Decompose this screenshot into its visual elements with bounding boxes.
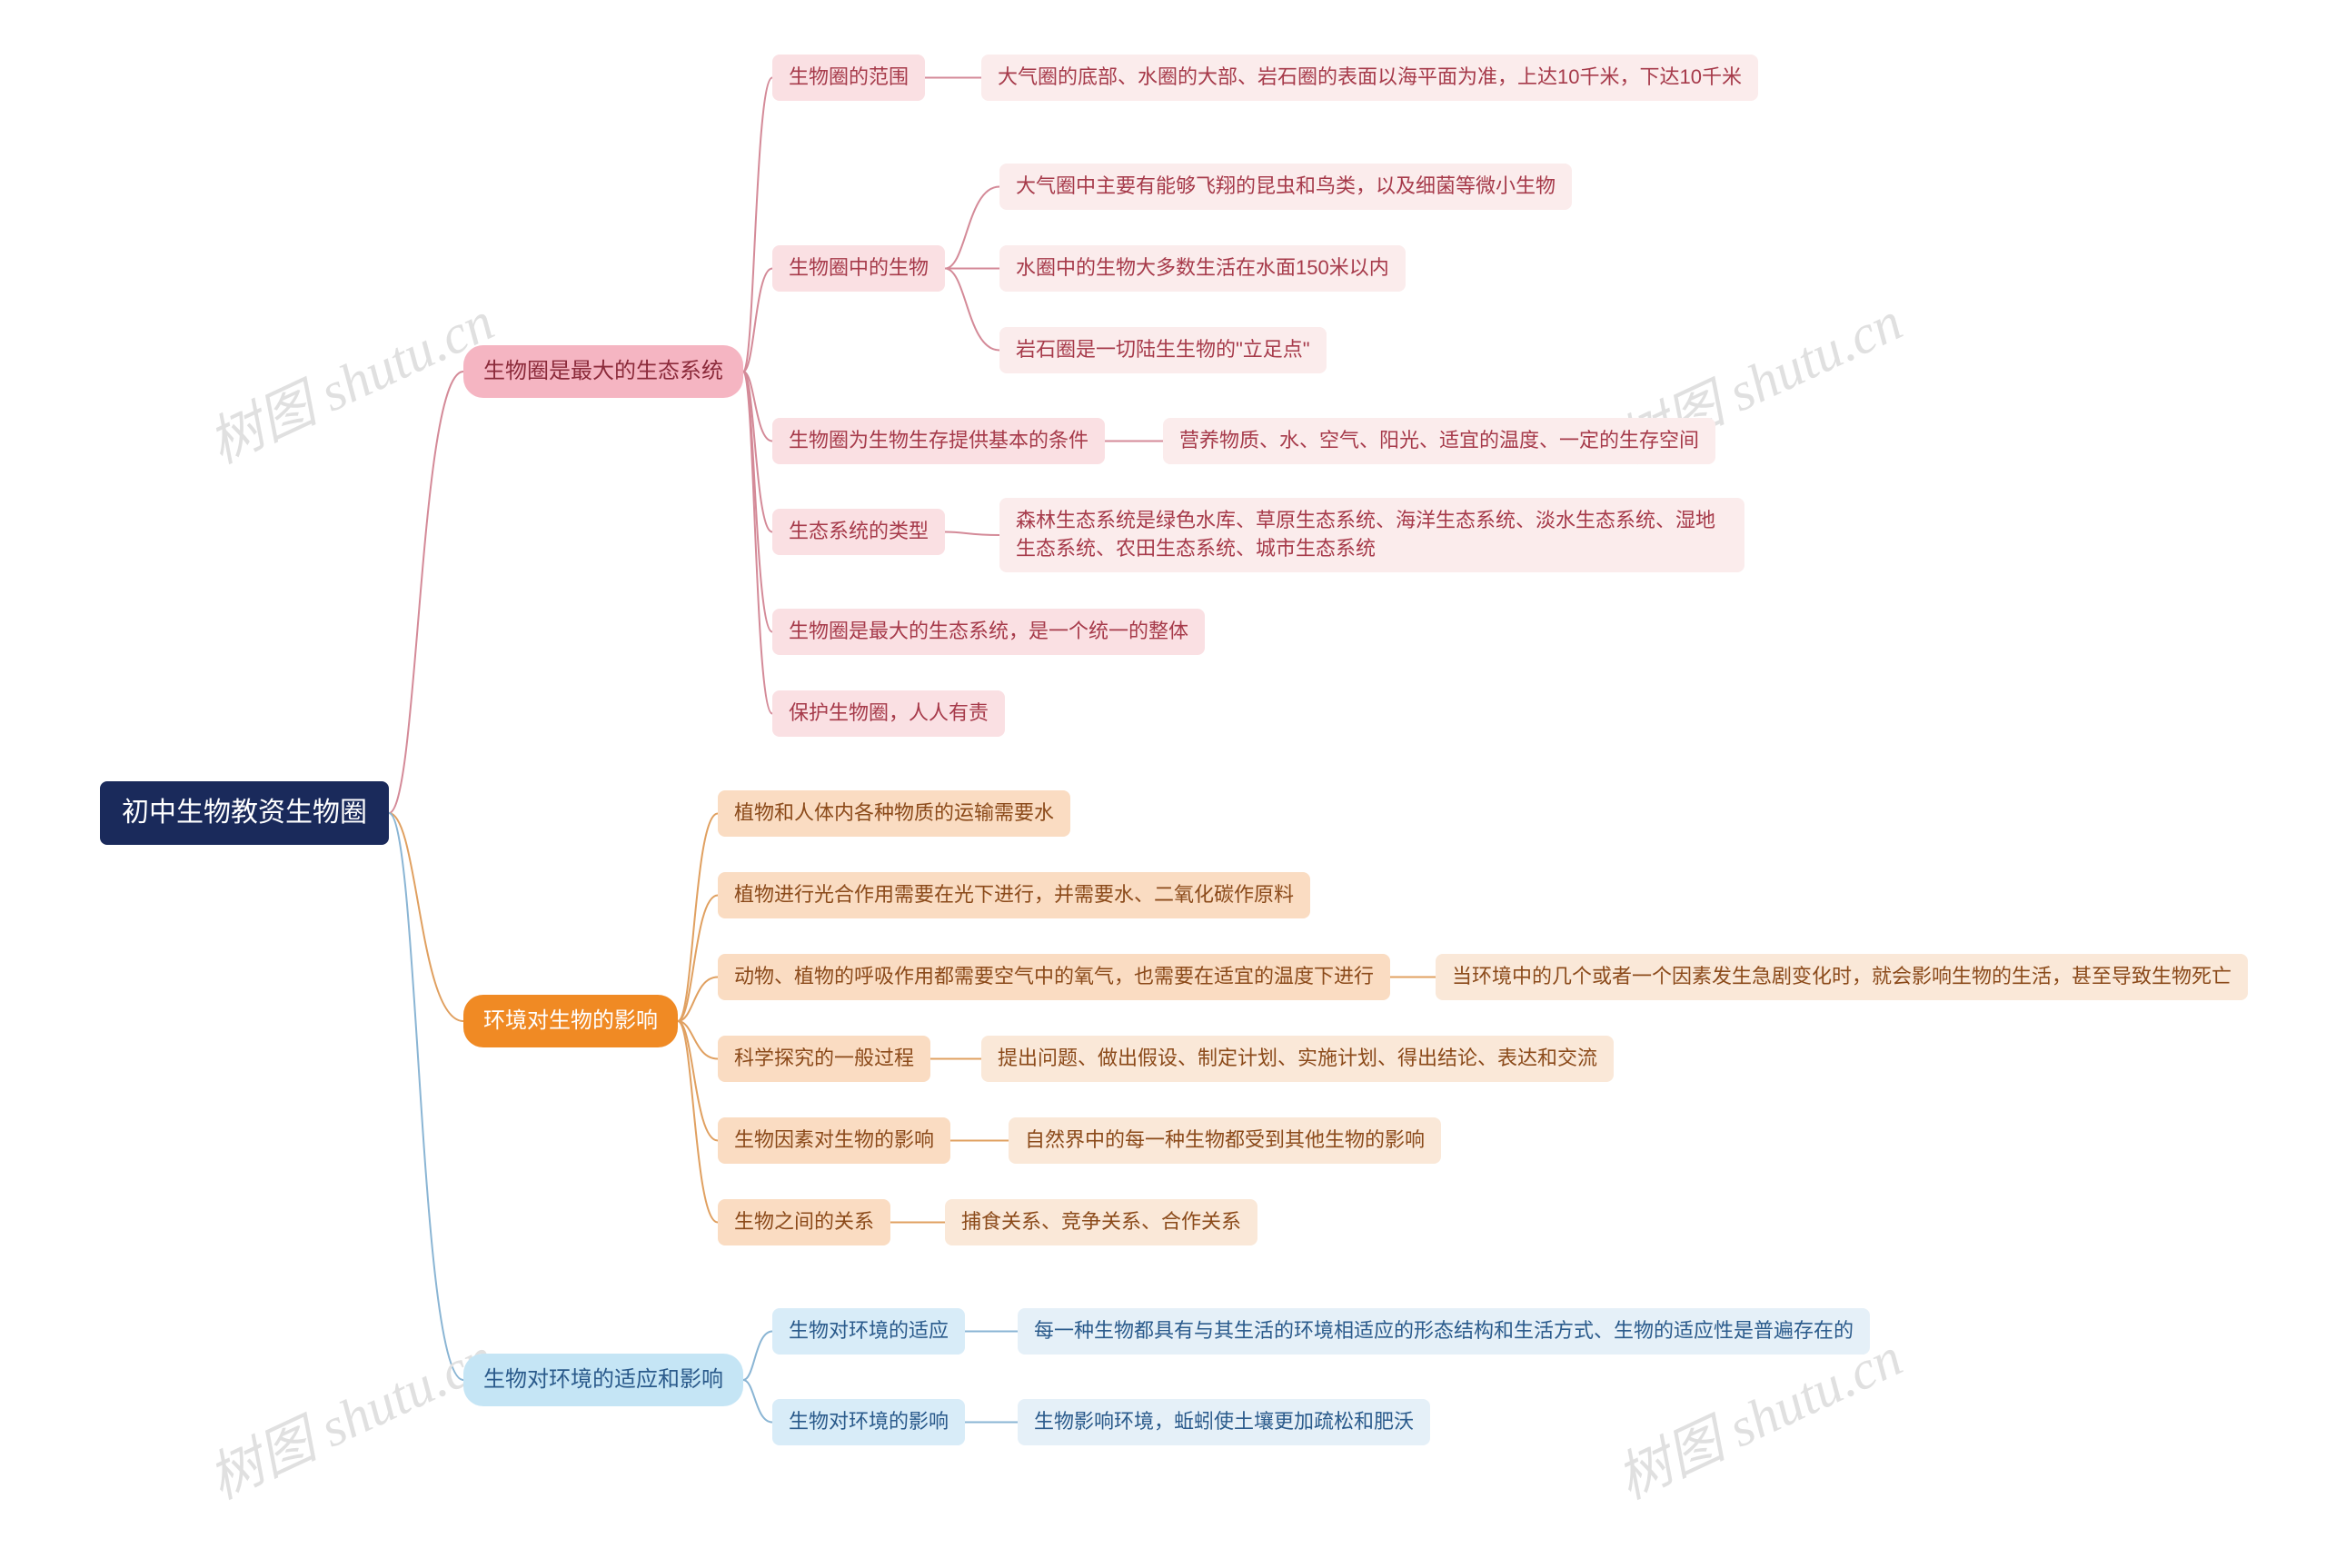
mindmap-node[interactable]: 生物圈是最大的生态系统 (463, 345, 743, 398)
mindmap-node[interactable]: 生态系统的类型 (772, 509, 945, 555)
nodes-layer: 树图 shutu.cn树图 shutu.cn树图 shutu.cn树图 shut… (0, 0, 2326, 1568)
mindmap-node[interactable]: 森林生态系统是绿色水库、草原生态系统、海洋生态系统、淡水生态系统、湿地 生态系统… (999, 498, 1744, 572)
mindmap-node[interactable]: 生物影响环境，蚯蚓使土壤更加疏松和肥沃 (1018, 1399, 1430, 1445)
mindmap-node[interactable]: 科学探究的一般过程 (718, 1036, 930, 1082)
mindmap-node[interactable]: 提出问题、做出假设、制定计划、实施计划、得出结论、表达和交流 (981, 1036, 1614, 1082)
watermark: 树图 shutu.cn (194, 278, 504, 479)
mindmap-node[interactable]: 岩石圈是一切陆生生物的"立足点" (999, 327, 1327, 373)
mindmap-node[interactable]: 当环境中的几个或者一个因素发生急剧变化时，就会影响生物的生活，甚至导致生物死亡 (1436, 954, 2248, 1000)
mindmap-node[interactable]: 环境对生物的影响 (463, 995, 678, 1047)
mindmap-node[interactable]: 植物进行光合作用需要在光下进行，并需要水、二氧化碳作原料 (718, 872, 1310, 918)
mindmap-node[interactable]: 生物圈的范围 (772, 55, 925, 101)
mindmap-node[interactable]: 生物对环境的适应和影响 (463, 1354, 743, 1406)
mindmap-node[interactable]: 每一种生物都具有与其生活的环境相适应的形态结构和生活方式、生物的适应性是普遍存在… (1018, 1308, 1870, 1355)
mindmap-node[interactable]: 捕食关系、竞争关系、合作关系 (945, 1199, 1257, 1245)
mindmap-node[interactable]: 大气圈的底部、水圈的大部、岩石圈的表面以海平面为准，上达10千米，下达10千米 (981, 55, 1758, 101)
mindmap-node[interactable]: 动物、植物的呼吸作用都需要空气中的氧气，也需要在适宜的温度下进行 (718, 954, 1390, 1000)
mindmap-node[interactable]: 生物对环境的影响 (772, 1399, 965, 1445)
mindmap-node[interactable]: 保护生物圈，人人有责 (772, 690, 1005, 737)
watermark: 树图 shutu.cn (194, 1314, 504, 1514)
mindmap-node[interactable]: 生物圈为生物生存提供基本的条件 (772, 418, 1105, 464)
mindmap-node[interactable]: 水圈中的生物大多数生活在水面150米以内 (999, 245, 1406, 292)
mindmap-node[interactable]: 生物之间的关系 (718, 1199, 890, 1245)
mindmap-node[interactable]: 生物圈是最大的生态系统，是一个统一的整体 (772, 609, 1205, 655)
mindmap-node[interactable]: 植物和人体内各种物质的运输需要水 (718, 790, 1070, 837)
mindmap-node[interactable]: 生物对环境的适应 (772, 1308, 965, 1355)
mindmap-node[interactable]: 生物圈中的生物 (772, 245, 945, 292)
mindmap-node[interactable]: 大气圈中主要有能够飞翔的昆虫和鸟类，以及细菌等微小生物 (999, 164, 1572, 210)
root-node[interactable]: 初中生物教资生物圈 (100, 781, 389, 845)
mindmap-node[interactable]: 自然界中的每一种生物都受到其他生物的影响 (1009, 1117, 1441, 1164)
mindmap-node[interactable]: 营养物质、水、空气、阳光、适宜的温度、一定的生存空间 (1163, 418, 1715, 464)
mindmap-node[interactable]: 生物因素对生物的影响 (718, 1117, 950, 1164)
